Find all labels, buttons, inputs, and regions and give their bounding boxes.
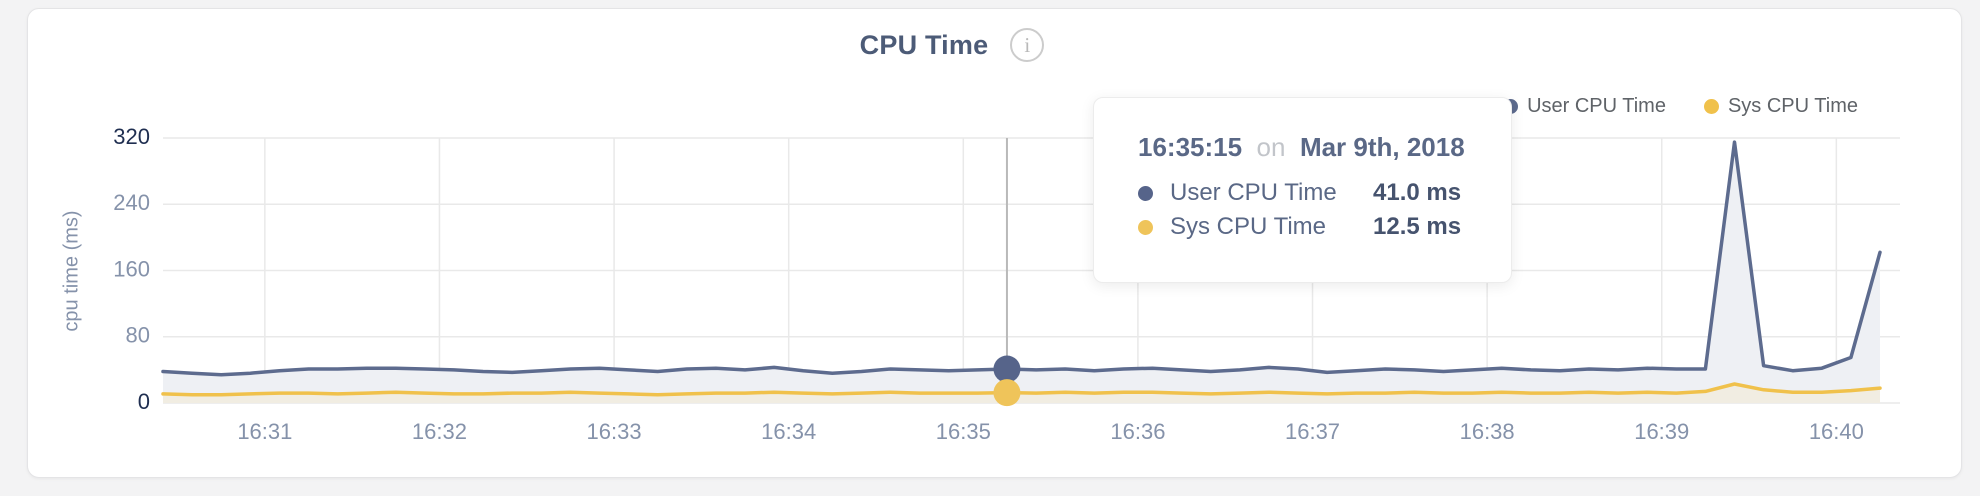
chart-header: CPU Time i	[0, 28, 1942, 62]
legend-label-user: User CPU Time	[1527, 95, 1666, 117]
tooltip: 16:35:15 on Mar 9th, 2018 User CPU Time …	[1093, 97, 1512, 283]
legend-dot-sys	[1703, 99, 1719, 114]
x-tick-label: 16:40	[1809, 419, 1864, 444]
y-tick-label: 160	[113, 256, 150, 281]
selected-point-user	[993, 355, 1021, 383]
tooltip-connector	[1249, 132, 1256, 162]
chart-title: CPU Time	[859, 29, 989, 60]
selected-point-sys	[993, 379, 1021, 407]
x-tick-label: 16:32	[412, 419, 467, 444]
x-tick-label: 16:31	[237, 419, 292, 444]
tooltip-dot-user	[1138, 185, 1153, 201]
y-tick-label: 320	[113, 124, 150, 149]
x-tick-label: 16:37	[1285, 419, 1340, 444]
y-tick-label: 240	[113, 190, 150, 215]
user-cpu-line	[161, 140, 1882, 377]
tooltip-on-word: on	[1256, 132, 1286, 162]
tooltip-date: Mar 9th, 2018	[1299, 132, 1465, 162]
legend-label-sys: Sys CPU Time	[1727, 95, 1858, 117]
x-tick-label: 16:34	[761, 419, 816, 444]
x-tick-label: 16:35	[936, 419, 991, 444]
tooltip-header: 16:35:15 on Mar 9th, 2018	[1138, 132, 1475, 162]
tooltip-label-sys: Sys CPU Time	[1170, 213, 1327, 240]
x-tick-label: 16:38	[1460, 419, 1515, 444]
user-cpu-area	[163, 142, 1880, 403]
x-tick-label: 16:33	[587, 419, 642, 444]
tooltip-row-sys: Sys CPU Time 12.5 ms	[1138, 210, 1475, 244]
legend-item-sys-cpu-time[interactable]: Sys CPU Time	[1703, 95, 1858, 118]
y-tick-label: 0	[138, 389, 150, 414]
info-icon[interactable]: i	[1010, 28, 1045, 62]
tooltip-value-user: 41.0 ms	[1373, 179, 1462, 206]
tooltip-dot-sys	[1138, 219, 1153, 235]
tooltip-time: 16:35:15	[1138, 132, 1243, 162]
y-tick-label: 80	[126, 323, 150, 348]
x-tick-label: 16:39	[1634, 419, 1689, 444]
sys-cpu-line	[161, 382, 1882, 397]
x-tick-label: 16:36	[1110, 419, 1165, 444]
legend: User CPU Time Sys CPU Time	[1503, 95, 1858, 118]
tooltip-value-sys: 12.5 ms	[1373, 213, 1462, 240]
tooltip-label-user: User CPU Time	[1170, 179, 1337, 206]
tooltip-row-user: User CPU Time 41.0 ms	[1138, 176, 1475, 210]
legend-item-user-cpu-time[interactable]: User CPU Time	[1503, 95, 1666, 118]
